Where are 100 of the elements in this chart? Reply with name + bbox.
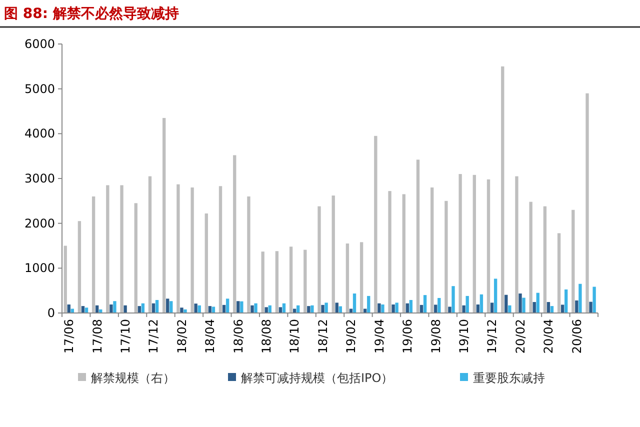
bar <box>430 187 434 313</box>
bar <box>572 210 575 313</box>
bar <box>113 301 116 313</box>
bar <box>162 118 166 313</box>
x-tick-label: 17/10 <box>118 319 132 354</box>
x-tick-label: 20/02 <box>513 319 528 354</box>
x-tick-label: 20/04 <box>542 319 556 354</box>
bar <box>466 296 469 313</box>
legend-label: 解禁规模（右） <box>91 371 175 385</box>
bar <box>170 301 173 313</box>
bar <box>106 185 110 313</box>
x-tick-label: 18/02 <box>174 319 189 354</box>
bar <box>176 184 180 313</box>
bar <box>409 300 413 313</box>
bar <box>515 176 518 313</box>
bar <box>352 293 356 313</box>
bar <box>438 298 441 313</box>
bar <box>434 304 438 313</box>
bar <box>261 252 264 313</box>
y-tick-label: 4000 <box>24 126 55 141</box>
x-tick-label: 19/12 <box>485 319 500 354</box>
bar <box>578 284 582 313</box>
bar <box>444 200 448 313</box>
bar <box>78 221 82 313</box>
bar <box>501 66 504 313</box>
bar <box>378 303 381 313</box>
bar <box>529 202 532 313</box>
bar <box>458 174 462 313</box>
bar <box>532 302 536 313</box>
x-tick-label: 19/04 <box>372 319 386 354</box>
chart-title: 图 88: 解禁不必然导致减持 <box>4 5 179 22</box>
bar <box>324 302 328 313</box>
x-tick-label: 18/10 <box>288 319 302 354</box>
legend-label: 解禁可减持规模（包括IPO） <box>241 371 394 385</box>
bar <box>307 306 310 313</box>
bar <box>416 160 420 313</box>
bar <box>522 298 526 313</box>
bar <box>452 286 455 313</box>
bar <box>134 203 138 313</box>
y-tick-label: 1000 <box>24 261 55 276</box>
bar <box>110 304 113 313</box>
bar <box>395 302 398 313</box>
x-tick-label: 19/02 <box>344 319 358 354</box>
bar <box>518 293 522 313</box>
legend-label: 重要股东减持 <box>473 371 545 385</box>
bar <box>247 196 250 313</box>
bar <box>236 301 240 313</box>
x-tick-label: 18/06 <box>231 319 246 354</box>
x-tick-label: 19/08 <box>428 319 443 354</box>
bar <box>184 309 187 313</box>
bar <box>374 136 378 313</box>
bar <box>360 242 364 313</box>
bar <box>543 206 547 313</box>
x-tick-label: 18/04 <box>203 319 218 354</box>
bar <box>148 176 152 313</box>
bar <box>304 250 307 313</box>
bar <box>589 302 592 313</box>
bar <box>472 174 476 313</box>
bar <box>64 246 67 313</box>
bar <box>204 213 208 313</box>
bar <box>318 206 321 313</box>
bar <box>586 93 589 313</box>
bar <box>504 294 508 313</box>
bar <box>490 302 494 313</box>
bar <box>124 305 127 313</box>
bar <box>480 294 484 313</box>
x-tick-label: 18/08 <box>260 319 274 354</box>
bar <box>388 191 392 313</box>
bar <box>240 301 244 313</box>
bar <box>494 278 498 313</box>
bar <box>486 179 490 313</box>
x-tick-label: 17/06 <box>62 319 76 354</box>
bar <box>332 196 335 313</box>
y-tick-label: 5000 <box>24 82 55 96</box>
x-tick-label: 18/12 <box>316 319 330 354</box>
bar <box>92 196 96 313</box>
bar <box>212 306 216 313</box>
bar <box>448 306 452 313</box>
bar <box>536 292 540 313</box>
bar <box>592 286 596 313</box>
bar <box>190 187 194 313</box>
bar <box>233 155 236 313</box>
bar <box>546 302 550 313</box>
y-tick-label: 6000 <box>24 37 55 51</box>
bar <box>289 246 293 313</box>
bar <box>275 251 279 313</box>
bar <box>557 233 561 313</box>
x-tick-label: 19/06 <box>400 319 415 354</box>
bar <box>402 194 406 313</box>
x-tick-label: 20/06 <box>570 319 584 354</box>
bar <box>155 300 159 313</box>
bar <box>335 302 338 313</box>
x-tick-label: 17/12 <box>146 319 161 354</box>
bar <box>180 308 184 313</box>
bar <box>367 296 370 313</box>
bar <box>381 304 384 313</box>
bar <box>166 298 170 313</box>
y-tick-label: 3000 <box>24 172 55 186</box>
x-tick-label: 17/08 <box>90 319 104 354</box>
bar <box>423 295 427 313</box>
